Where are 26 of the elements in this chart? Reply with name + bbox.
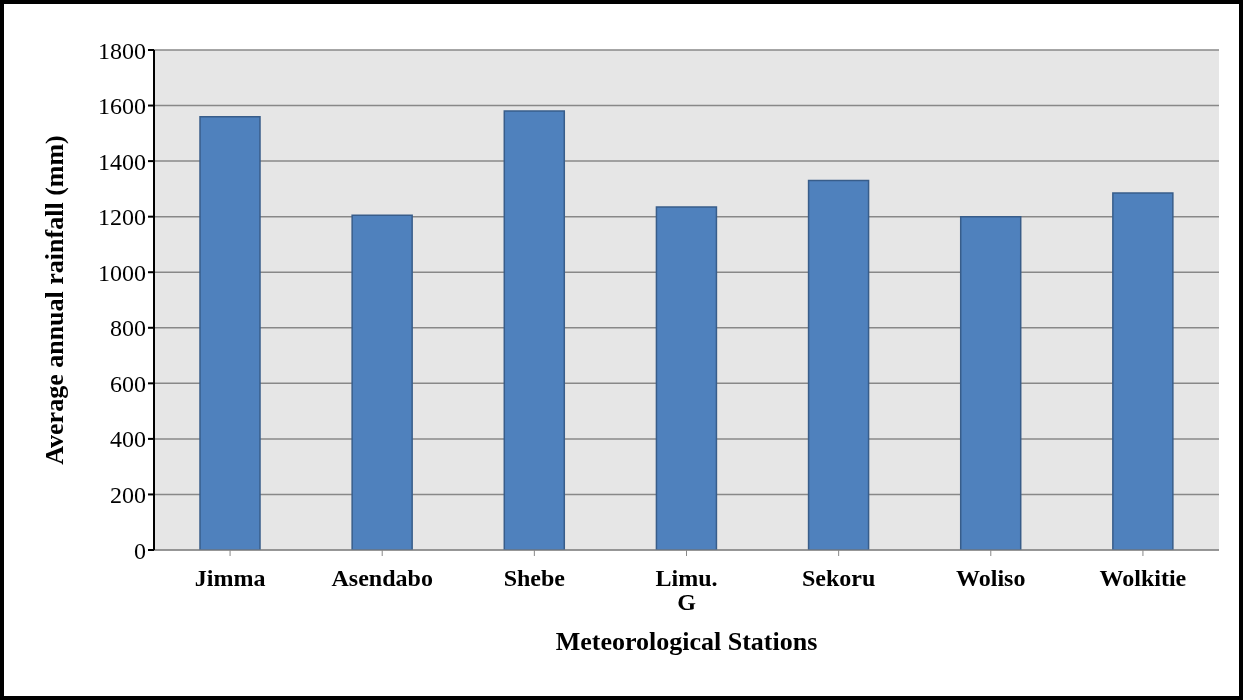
x-tick-label: Woliso	[956, 565, 1026, 591]
bar	[351, 214, 413, 550]
y-tick-label: 400	[110, 426, 146, 453]
y-tick-label: 200	[110, 481, 146, 508]
x-axis-title: Meteorological Stations	[555, 627, 818, 656]
x-tick-label: Shebe	[503, 565, 566, 591]
y-tick-label: 600	[110, 370, 146, 397]
bar	[199, 115, 261, 550]
x-tick-label: Asendabo	[331, 565, 433, 591]
bar	[1112, 192, 1174, 550]
y-tick-label: 1600	[98, 93, 146, 120]
y-tick-label: 1200	[98, 204, 146, 231]
y-tick-label: 0	[134, 537, 146, 564]
bar	[959, 215, 1022, 550]
bar	[503, 110, 566, 550]
x-tick-label: Wolkitie	[1099, 565, 1187, 591]
y-tick-label: 800	[110, 315, 146, 342]
x-tick-label: Sekoru	[801, 565, 876, 591]
bar	[807, 179, 870, 550]
bar	[655, 206, 718, 550]
y-axis-title: Average annual rainfall (mm)	[40, 135, 70, 465]
y-tick-label: 1800	[98, 37, 146, 64]
y-tick-label: 1400	[98, 148, 146, 175]
y-tick-label: 1000	[98, 259, 146, 286]
x-tick-label: Jimma	[194, 565, 266, 591]
x-tick-label: Limu. G	[655, 565, 718, 615]
